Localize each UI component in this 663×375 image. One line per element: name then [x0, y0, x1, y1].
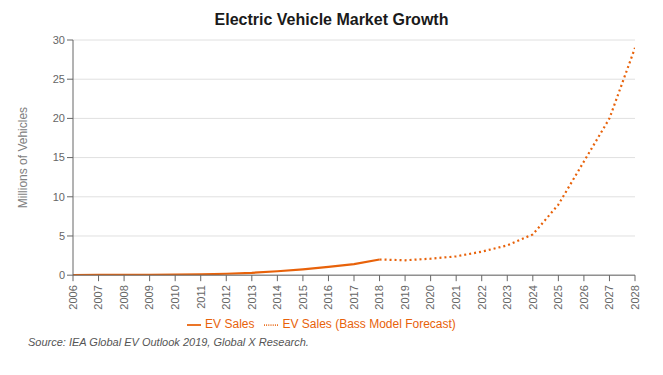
- svg-text:2027: 2027: [603, 285, 615, 309]
- html-text:EV Sales: EV Sales: [205, 317, 255, 332]
- svg-text:2024: 2024: [527, 285, 539, 309]
- svg-text:2020: 2020: [424, 285, 436, 309]
- svg-text:2021: 2021: [450, 285, 462, 309]
- svg-text:2017: 2017: [348, 285, 360, 309]
- svg-text:25: 25: [53, 73, 65, 85]
- svg-text:2015: 2015: [297, 285, 309, 309]
- svg-text:2011: 2011: [195, 285, 207, 309]
- svg-text:2023: 2023: [501, 285, 513, 309]
- svg-text:2014: 2014: [271, 285, 283, 309]
- svg-text:2012: 2012: [220, 285, 232, 309]
- html-text:EV Sales (Bass Model Forecast): EV Sales (Bass Model Forecast): [282, 317, 456, 332]
- svg-text:2006: 2006: [67, 285, 79, 309]
- svg-text:2013: 2013: [246, 285, 258, 309]
- svg-text:5: 5: [59, 230, 65, 242]
- html-text:Electric Vehicle Market Growth: Electric Vehicle Market Growth: [214, 11, 449, 28]
- svg-text:2008: 2008: [118, 285, 130, 309]
- svg-text:2025: 2025: [552, 285, 564, 309]
- svg-text:2026: 2026: [578, 285, 590, 309]
- svg-text:0: 0: [59, 269, 65, 281]
- svg-text:2010: 2010: [169, 285, 181, 309]
- svg-text:30: 30: [53, 34, 65, 46]
- svg-text:10: 10: [53, 191, 65, 203]
- svg-text:20: 20: [53, 112, 65, 124]
- svg-text:2019: 2019: [399, 285, 411, 309]
- svg-text:2018: 2018: [373, 285, 385, 309]
- svg-text:2022: 2022: [476, 285, 488, 309]
- svg-text:Millions of Vehicles: Millions of Vehicles: [16, 107, 30, 208]
- svg-text:2016: 2016: [322, 285, 334, 309]
- svg-text:15: 15: [53, 151, 65, 163]
- svg-text:2007: 2007: [92, 285, 104, 309]
- svg-text:2009: 2009: [143, 285, 155, 309]
- html-text:Source: IEA Global EV Outlook: Source: IEA Global EV Outlook 2019, Glob…: [28, 336, 309, 348]
- svg-text:2028: 2028: [629, 285, 641, 309]
